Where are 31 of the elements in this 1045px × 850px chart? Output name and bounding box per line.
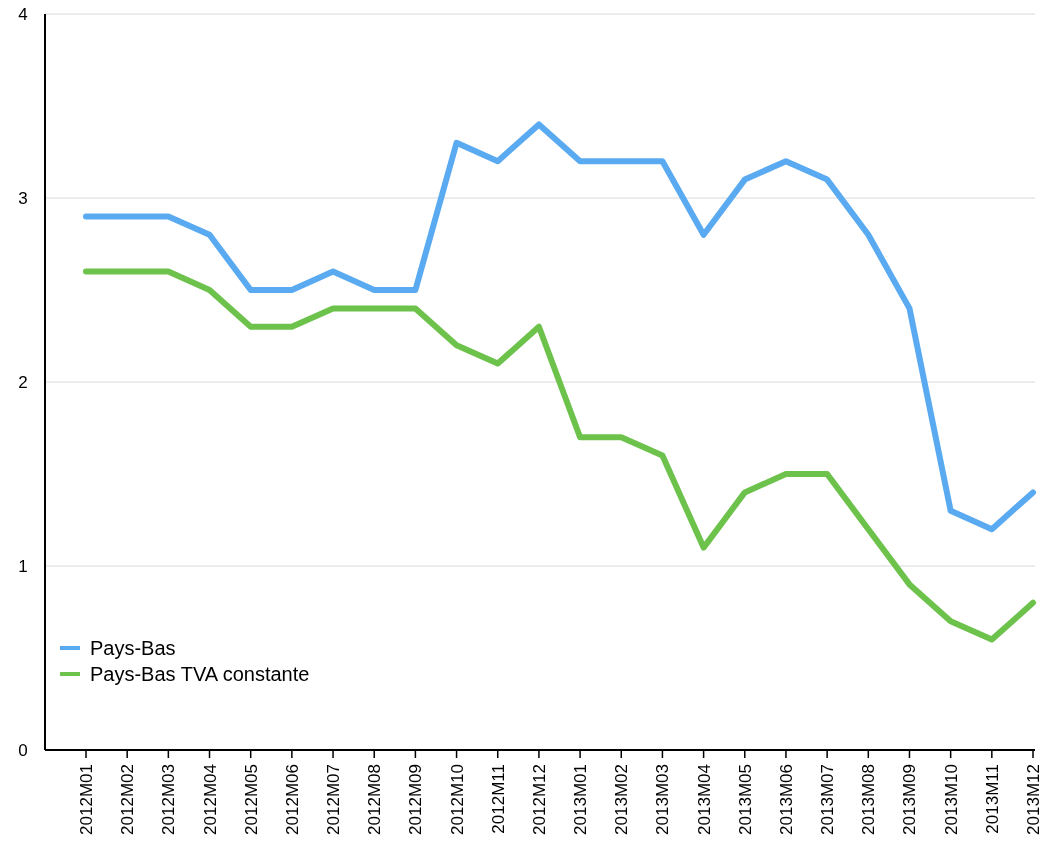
x-tick-label: 2012M02: [118, 764, 138, 835]
x-tick-label: 2012M11: [488, 764, 508, 834]
y-tick-label: 4: [18, 4, 28, 24]
y-tick-label: 1: [18, 556, 28, 576]
x-tick-label: 2012M08: [365, 764, 385, 835]
x-tick-label: 2013M02: [612, 764, 632, 835]
x-tick-label: 2012M03: [159, 764, 179, 835]
x-tick-label: 2012M04: [200, 764, 220, 835]
x-tick-label: 2012M07: [324, 764, 344, 835]
y-tick-label: 2: [18, 372, 28, 392]
x-tick-label: 2012M12: [529, 764, 549, 835]
x-tick-label: 2013M12: [1024, 764, 1043, 835]
x-tick-label: 2013M06: [776, 764, 796, 835]
x-tick-label: 2013M01: [571, 764, 591, 835]
x-tick-label: 2013M07: [818, 764, 838, 835]
legend-label: Pays-Bas TVA constante: [90, 663, 310, 685]
x-tick-label: 2013M10: [941, 764, 961, 835]
x-tick-label: 2013M04: [694, 764, 714, 835]
x-tick-label: 2013M03: [653, 764, 673, 835]
x-tick-label: 2012M05: [241, 764, 261, 835]
x-tick-label: 2013M08: [859, 764, 879, 835]
legend-label: Pays-Bas: [90, 637, 176, 659]
x-tick-label: 2012M01: [77, 764, 96, 835]
y-tick-label: 3: [18, 188, 28, 208]
x-tick-label: 2013M11: [982, 764, 1002, 834]
x-tick-label: 2013M05: [735, 764, 755, 835]
x-tick-label: 2012M09: [406, 764, 426, 835]
x-tick-label: 2012M06: [282, 764, 302, 835]
x-tick-label: 2012M10: [447, 764, 467, 835]
x-tick-label: 2013M09: [900, 764, 920, 835]
y-tick-label: 0: [18, 740, 28, 760]
